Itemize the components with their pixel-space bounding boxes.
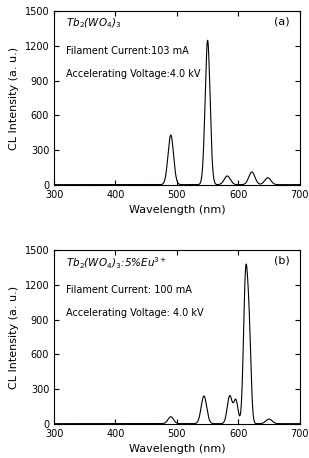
Text: Accelerating Voltage:4.0 kV: Accelerating Voltage:4.0 kV — [66, 69, 201, 79]
Text: (b): (b) — [274, 256, 290, 266]
Text: Tb$_2$(WO$_4$)$_3$:5%Eu$^{3+}$: Tb$_2$(WO$_4$)$_3$:5%Eu$^{3+}$ — [66, 256, 167, 271]
Text: (a): (a) — [274, 16, 290, 27]
X-axis label: Wavelength (nm): Wavelength (nm) — [129, 444, 225, 454]
Y-axis label: CL Intensity (a. u.): CL Intensity (a. u.) — [9, 46, 19, 150]
Text: Filament Current:103 mA: Filament Current:103 mA — [66, 46, 189, 56]
Y-axis label: CL Intensity (a. u.): CL Intensity (a. u.) — [9, 285, 19, 389]
Text: Tb$_2$(WO$_4$)$_3$: Tb$_2$(WO$_4$)$_3$ — [66, 16, 122, 30]
Text: Accelerating Voltage: 4.0 kV: Accelerating Voltage: 4.0 kV — [66, 308, 204, 317]
X-axis label: Wavelength (nm): Wavelength (nm) — [129, 205, 225, 215]
Text: Filament Current: 100 mA: Filament Current: 100 mA — [66, 285, 192, 295]
